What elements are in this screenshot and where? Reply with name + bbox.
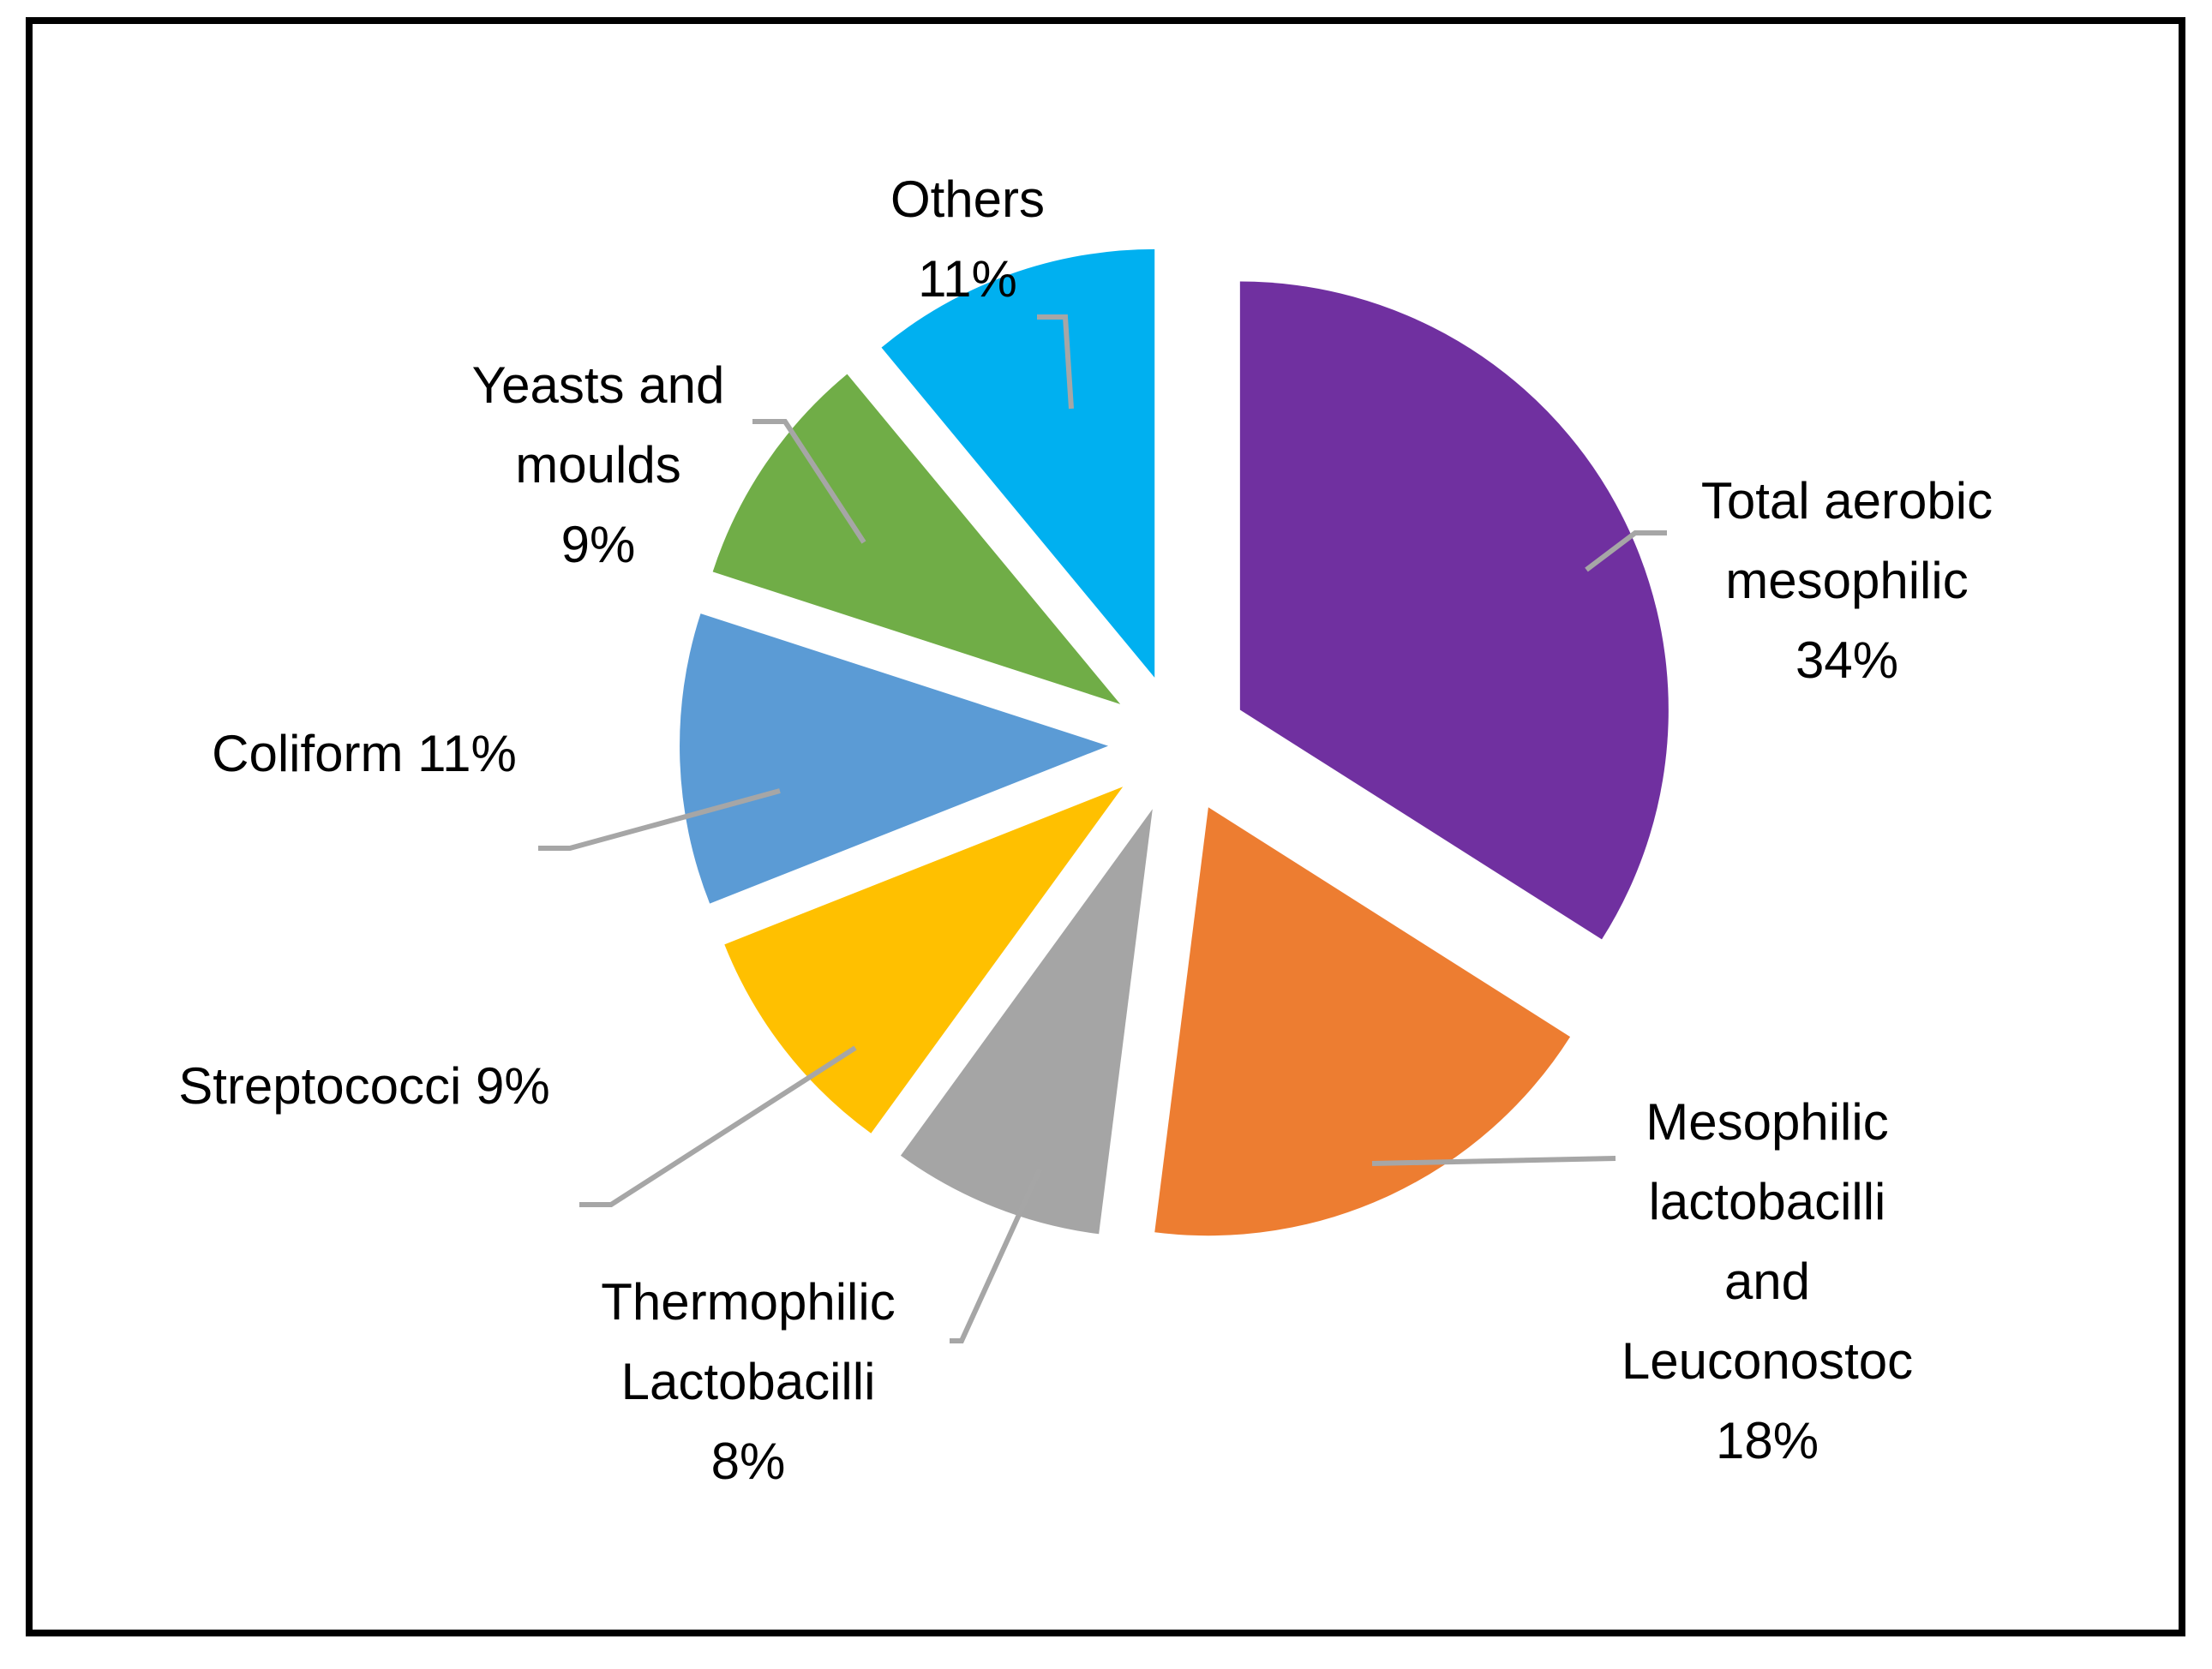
data-label-line: Coliform 11%	[212, 725, 517, 782]
data-label-line: 11%	[918, 250, 1017, 308]
pie-slice-thermophilic-lactobacilli	[900, 809, 1153, 1235]
labels-layer: Total aerobic mesophilic 34% Mesophilic lact…	[178, 170, 1993, 1490]
leaders-layer	[538, 314, 1667, 1343]
data-label-line: Thermophilic	[601, 1273, 895, 1331]
data-label: Streptococci 9%	[178, 1057, 550, 1115]
data-label: Thermophilic Lactobacilli 8%	[601, 1273, 895, 1490]
data-label-line: Lactobacilli	[621, 1353, 876, 1410]
data-label-line: Yeasts and	[472, 356, 725, 414]
slices-layer	[680, 248, 1669, 1236]
data-label-line: moulds	[515, 436, 680, 494]
pie-slice-total-aerobic-mesophilic	[1239, 281, 1669, 940]
data-label-line: 8%	[711, 1433, 786, 1490]
data-label-line: Leuconostoc	[1622, 1332, 1913, 1390]
data-label-line: Others	[890, 170, 1045, 228]
data-label-line: Total aerobic	[1701, 472, 1993, 529]
leader-line	[579, 1045, 857, 1207]
data-label-line: Streptococci 9%	[178, 1057, 550, 1115]
data-label-line: 18%	[1716, 1412, 1819, 1469]
pie-slice-others	[881, 248, 1155, 678]
pie-slice-yeasts-and-moulds	[712, 374, 1121, 704]
data-label-line: 9%	[561, 516, 636, 573]
leader-line	[1585, 530, 1667, 572]
data-label-line: Mesophilic	[1646, 1093, 1888, 1151]
pie-slice-streptococci	[724, 787, 1124, 1134]
leader-line	[1371, 1156, 1616, 1166]
data-label: Others 11%	[890, 170, 1045, 308]
leader-line	[950, 1168, 1042, 1343]
data-label: Coliform 11%	[212, 725, 517, 782]
data-label: Mesophilic lactobacilli and Leuconostoc 18%	[1622, 1093, 1913, 1469]
data-label: Yeasts and moulds 9%	[472, 356, 725, 573]
leader-line	[752, 419, 866, 544]
data-label-line: lactobacilli	[1649, 1173, 1886, 1230]
data-label-line: 34%	[1795, 631, 1898, 689]
pie-slice-coliform	[680, 613, 1109, 904]
data-label-line: mesophilic	[1725, 552, 1968, 609]
pie-slice-mesophilic-lactobacilli-and-leuconostoc	[1154, 807, 1571, 1236]
data-label: Total aerobic mesophilic 34%	[1701, 472, 1993, 689]
leader-line	[538, 788, 781, 851]
data-label-line: and	[1724, 1253, 1810, 1310]
leader-line	[1037, 314, 1074, 410]
